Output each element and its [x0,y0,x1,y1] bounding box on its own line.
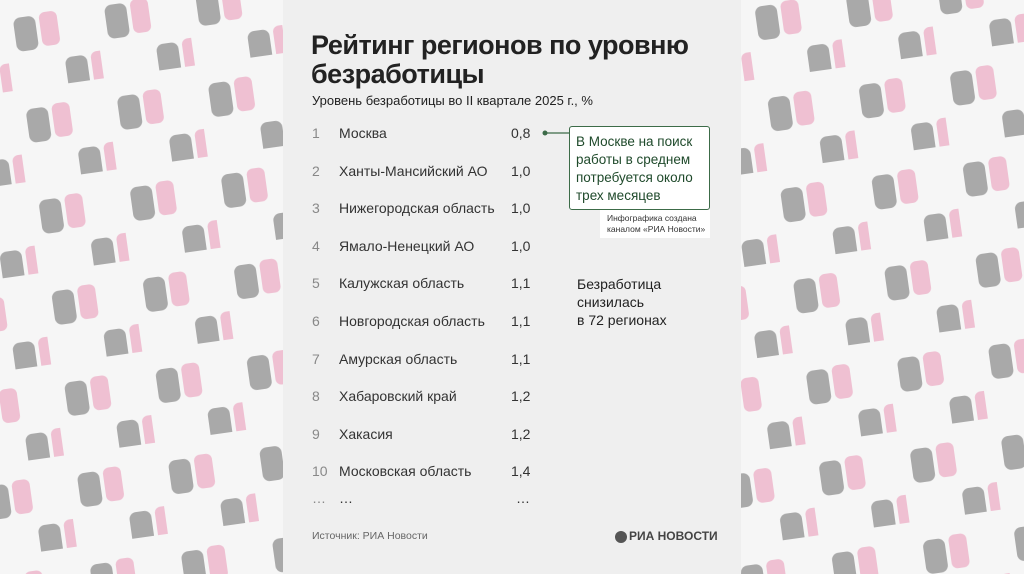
region-name: … [339,490,353,506]
panel [283,0,741,574]
side-note-line: Безработица [577,276,662,292]
title-line: Рейтинг регионов по уровню [311,30,689,60]
value: 1,2 [511,388,531,405]
region-name: Хакасия [339,425,393,442]
region-name: Московская область [339,463,472,480]
value: 1,0 [511,200,531,217]
rank: 7 [312,350,320,367]
region-name: Хабаровский край [339,388,457,405]
note-box [600,210,710,238]
title-line: безработицы [311,59,485,89]
source: Источник: РИА Новости [312,530,428,542]
rank: 1 [312,125,320,141]
region-name: Ханты-Мансийский АО [339,162,488,179]
annotation-line: трех месяцев [576,188,661,203]
region-name: Калужская область [339,275,465,292]
region-name: Новгородская область [339,313,485,329]
annotation-box [569,126,710,210]
rank: 3 [312,200,320,217]
annotation-line: потребуется около [576,170,693,185]
note-line: Инфографика создана [607,213,697,223]
value: 0,8 [511,125,531,141]
region-name: Ямало-Ненецкий АО [339,237,475,254]
region-name: Нижегородская область [339,200,495,217]
value: 1,2 [511,425,531,442]
annotation-line: В Москве на поиск [576,134,693,149]
region-name: Москва [339,125,387,141]
value: 1,4 [511,463,531,480]
annotation-line: работы в среднем [576,152,691,167]
rank: 5 [312,275,320,292]
subtitle: Уровень безработицы во II квартале 2025 … [312,93,593,108]
rank: 6 [312,313,320,329]
value: 1,1 [511,313,531,329]
rank: 4 [312,237,320,254]
rank: … [312,490,326,506]
value: 1,1 [511,275,531,292]
region-name: Амурская область [339,350,458,367]
connector-dot [542,130,548,136]
value: 1,1 [511,350,531,367]
logo: РИА НОВОСТИ [629,529,718,543]
value: 1,0 [511,237,531,254]
side-note-line: в 72 регионах [577,312,667,328]
rank: 2 [312,162,320,179]
side-note-line: снизилась [577,294,645,310]
value: … [516,490,530,506]
value: 1,0 [511,162,531,179]
note-line: каналом «РИА Новости» [607,224,706,234]
rank: 10 [312,463,328,480]
rank: 8 [312,388,320,405]
logo-icon [615,531,627,543]
rank: 9 [312,425,320,442]
